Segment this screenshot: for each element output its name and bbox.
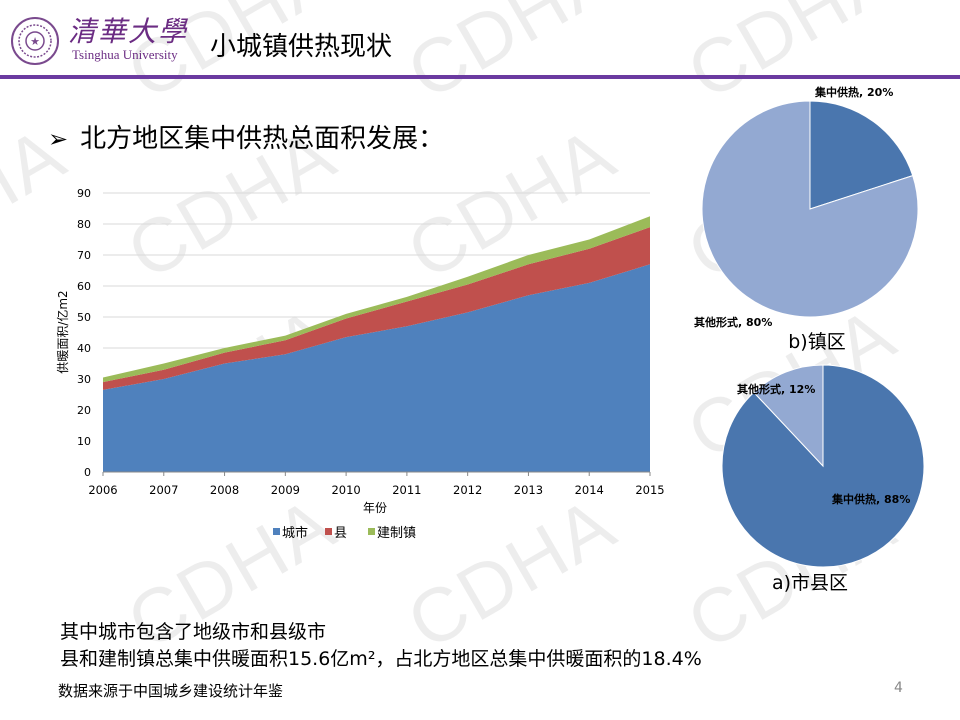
area-series-2 <box>103 216 650 383</box>
pie-label: 其他形式, 12% <box>737 382 815 396</box>
x-tick-label: 2014 <box>575 483 604 497</box>
y-tick-label: 70 <box>77 249 91 262</box>
pie-label: 其他形式, 80% <box>694 315 772 329</box>
y-tick-label: 10 <box>77 435 91 448</box>
pie-charts: 集中供热, 20% 其他形式, 80% 其他形式, 12% 集中供热, 88% … <box>694 85 925 594</box>
x-tick-label: 2006 <box>88 483 117 497</box>
y-tick-label: 30 <box>77 373 91 386</box>
y-tick-label: 40 <box>77 342 91 355</box>
heading-text: 北方地区集中供热总面积发展： <box>80 124 445 154</box>
x-tick-label: 2013 <box>514 483 543 497</box>
svg-text:★: ★ <box>30 35 40 48</box>
pie-label: 集中供热, 88% <box>831 492 910 506</box>
note-line: 其中城市包含了地级市和县级市 <box>60 621 327 643</box>
pie-slice <box>753 364 824 468</box>
y-tick-label: 20 <box>77 404 91 417</box>
legend-label: 建制镇 <box>377 526 416 541</box>
pie-caption: a)市县区 <box>772 572 848 594</box>
area-series-0 <box>103 264 650 472</box>
university-seal-icon: ★ <box>11 17 59 65</box>
legend-swatch <box>368 528 375 535</box>
x-tick-label: 2009 <box>271 483 300 497</box>
section-heading: ➢ 北方地区集中供热总面积发展： <box>48 118 444 155</box>
x-tick-label: 2012 <box>453 483 482 497</box>
page-number: 4 <box>894 680 903 696</box>
arrow-bullet-icon: ➢ <box>48 125 69 153</box>
x-tick-label: 2008 <box>210 483 239 497</box>
pie-label: 集中供热, 20% <box>814 85 893 99</box>
logo-subtitle: Tsinghua University <box>72 47 178 62</box>
y-tick-label: 80 <box>77 218 91 231</box>
y-axis-label: 供暖面积/亿m2 <box>55 290 70 373</box>
legend-label: 县 <box>334 526 347 541</box>
area-series-1 <box>103 227 650 390</box>
pie-caption: b)镇区 <box>788 331 845 353</box>
data-source: 数据来源于中国城乡建设统计年鉴 <box>58 682 284 700</box>
legend-swatch <box>273 528 280 535</box>
pie-chart-town <box>701 100 919 318</box>
y-tick-label: 50 <box>77 311 91 324</box>
header-divider <box>0 75 960 79</box>
area-chart: 0 10 20 30 40 50 60 70 80 90 2006 2007 2008 2009 2010 2… <box>55 187 665 541</box>
note-line: 县和建制镇总集中供暖面积15.6亿m²，占北方地区总集中供暖面积的18.4% <box>60 648 702 670</box>
x-tick-label: 2011 <box>392 483 421 497</box>
x-axis-label: 年份 <box>363 501 387 515</box>
x-tick-label: 2007 <box>149 483 178 497</box>
legend-swatch <box>325 528 332 535</box>
y-tick-label: 60 <box>77 280 91 293</box>
pie-slice <box>809 100 914 210</box>
legend-label: 城市 <box>282 525 308 541</box>
x-tick-label: 2010 <box>331 483 360 497</box>
y-tick-label: 0 <box>84 466 91 479</box>
logo-text: 清華大學 <box>68 15 189 48</box>
y-tick-label: 90 <box>77 187 91 200</box>
pie-chart-city-county <box>721 364 925 568</box>
x-tick-label: 2015 <box>635 483 664 497</box>
pie-slice <box>701 100 919 318</box>
page-title: 小城镇供热现状 <box>210 32 393 62</box>
